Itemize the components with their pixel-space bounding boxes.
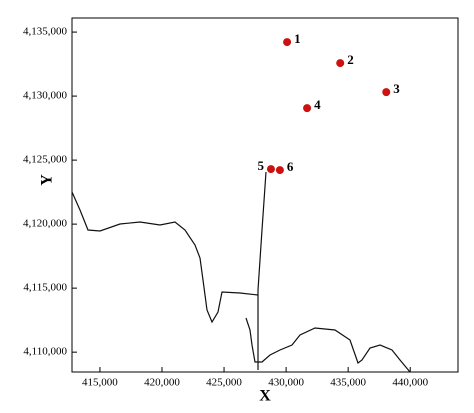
outline <box>71 171 411 373</box>
point-label: 2 <box>347 52 354 67</box>
x-tick-label: 440,000 <box>392 377 428 389</box>
point-label: 1 <box>294 31 301 46</box>
y-tick-label: 4,110,000 <box>23 346 67 358</box>
point <box>336 59 345 68</box>
y-tick-label: 4,120,000 <box>23 218 68 230</box>
y-tick-label: 4,115,000 <box>23 282 67 294</box>
y-tick-label: 4,130,000 <box>23 90 68 102</box>
x-tick-label: 435,000 <box>330 377 366 389</box>
point-label: 3 <box>393 81 400 96</box>
plot-frame <box>71 17 459 373</box>
boundary <box>245 317 411 373</box>
point-label: 6 <box>287 159 294 174</box>
point <box>382 88 391 97</box>
x-tick-label: 430,000 <box>268 377 304 389</box>
road <box>257 171 267 370</box>
point-label: 4 <box>314 97 321 112</box>
point <box>275 166 284 175</box>
x-axis-title: X <box>259 388 271 405</box>
point <box>303 104 312 113</box>
y-tick-label: 4,125,000 <box>23 154 68 166</box>
x-tick-label: 415,000 <box>82 377 118 389</box>
x-tick-label: 420,000 <box>144 377 180 389</box>
x-tick-label: 425,000 <box>206 377 242 389</box>
point <box>266 165 275 174</box>
y-axis-title: Y <box>39 174 56 186</box>
coastline <box>71 191 259 324</box>
point <box>283 38 292 47</box>
point-label: 5 <box>257 158 264 173</box>
y-tick-label: 4,135,000 <box>23 26 68 38</box>
